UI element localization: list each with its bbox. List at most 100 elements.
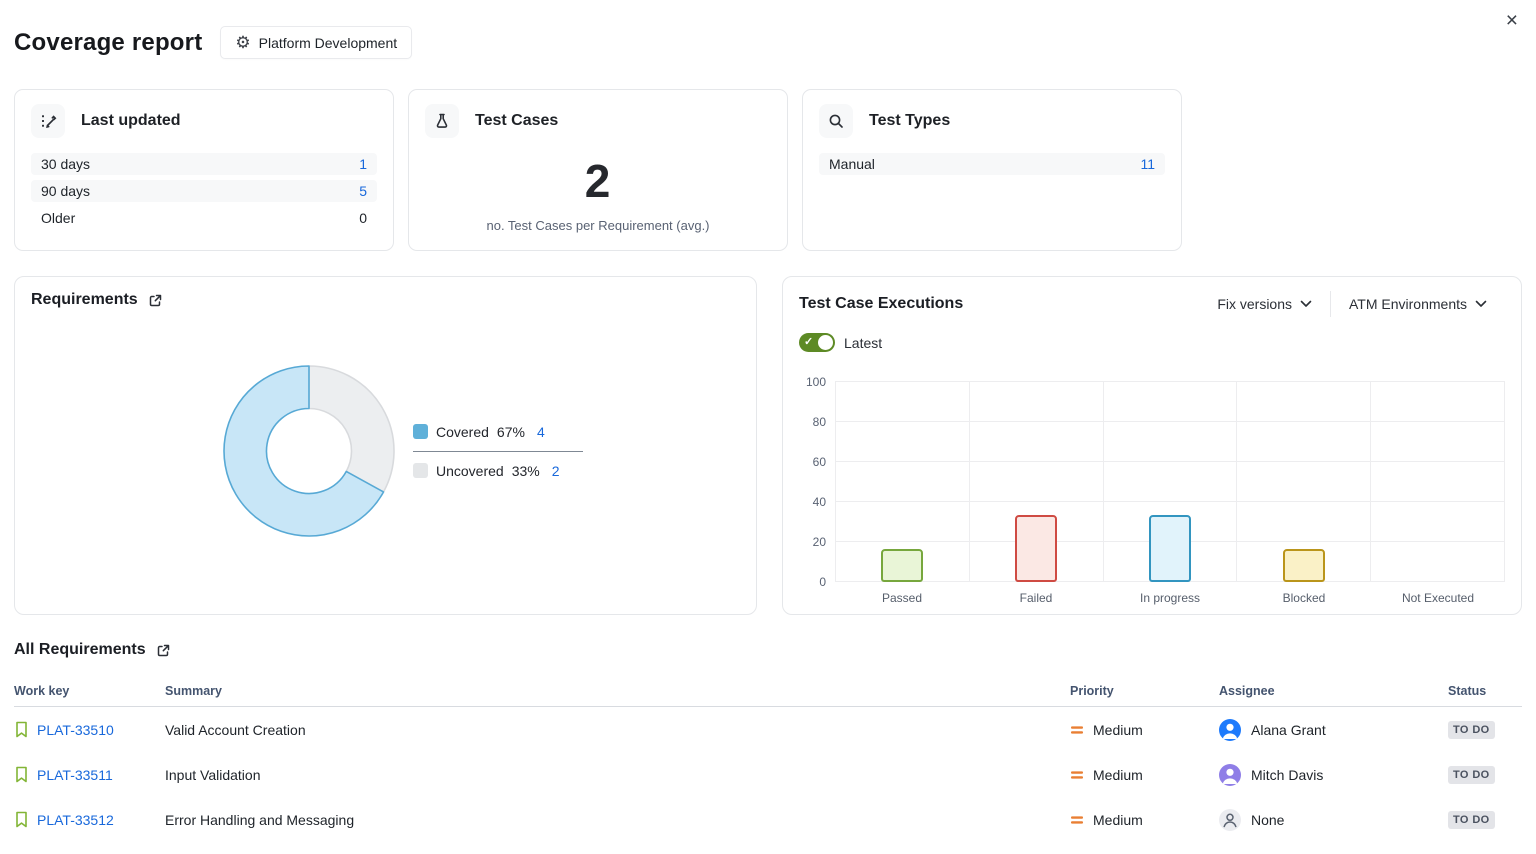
gridline xyxy=(835,421,1505,422)
column-header-status: Status xyxy=(1448,683,1487,698)
covered-swatch xyxy=(413,424,428,439)
all-requirements-title: All Requirements xyxy=(14,641,146,658)
x-tick-label: Failed xyxy=(1019,591,1053,605)
priority-medium-icon xyxy=(1071,770,1083,779)
donut-slice[interactable] xyxy=(308,365,395,493)
atm-environments-dropdown[interactable]: ATM Environments xyxy=(1331,292,1505,316)
test-case-executions-panel: Test Case Executions Fix versions ATM En… xyxy=(782,276,1522,615)
y-tick-label: 40 xyxy=(812,495,826,509)
stats-row: Last updated 30 days 1 90 days 5 Older 0 xyxy=(14,89,1522,251)
all-requirements-external-link-icon[interactable] xyxy=(156,643,171,658)
project-selector-label: Platform Development xyxy=(258,34,398,51)
all-requirements-section: All Requirements Work key Summary Priori… xyxy=(14,641,1522,842)
bookmark-icon xyxy=(16,766,27,783)
executions-filters: Fix versions ATM Environments xyxy=(1199,291,1505,317)
column-in-progress xyxy=(1102,382,1237,582)
bar-passed[interactable] xyxy=(881,548,924,582)
bookmark-icon xyxy=(16,811,27,828)
legend-item-uncovered: Uncovered 33% 2 xyxy=(413,463,583,479)
avatar xyxy=(1219,718,1241,741)
requirements-external-link-icon[interactable] xyxy=(148,293,163,308)
test-cases-card-header: Test Cases xyxy=(425,104,771,138)
status-badge: TO DO xyxy=(1448,766,1495,784)
last-updated-rows: 30 days 1 90 days 5 Older 0 xyxy=(31,153,377,229)
table-row[interactable]: PLAT-33512 Error Handling and Messaging … xyxy=(14,797,1522,842)
bar-blocked[interactable] xyxy=(1282,548,1325,582)
uncovered-label: Uncovered xyxy=(436,462,504,479)
priority-cell: Medium xyxy=(1093,766,1143,783)
work-key-link[interactable]: PLAT-33511 xyxy=(37,766,113,783)
y-tick-label: 20 xyxy=(812,535,826,549)
donut-slice[interactable] xyxy=(223,365,385,537)
all-requirements-header: All Requirements xyxy=(14,641,1522,659)
executions-x-labels: Passed Failed In progress Blocked Not Execut… xyxy=(835,591,1505,605)
toggle-knob xyxy=(818,335,833,350)
latest-toggle[interactable]: ✓ xyxy=(799,333,835,352)
priority-medium-icon xyxy=(1071,815,1083,824)
close-icon[interactable]: × xyxy=(1505,9,1518,32)
covered-count-link[interactable]: 4 xyxy=(536,423,545,440)
row-label: Manual xyxy=(829,156,875,172)
row-label: 90 days xyxy=(41,183,91,199)
avatar xyxy=(1219,763,1241,786)
covered-label: Covered xyxy=(436,423,489,440)
work-key-link[interactable]: PLAT-33510 xyxy=(37,721,114,738)
table-header-row: Work key Summary Priority Assignee Statu… xyxy=(14,675,1522,707)
table-row[interactable]: PLAT-33511 Input Validation Medium Mitch… xyxy=(14,752,1522,797)
test-types-rows: Manual 11 xyxy=(819,153,1165,175)
search-icon xyxy=(819,104,853,138)
row-label: 30 days xyxy=(41,156,91,172)
page-title: Coverage report xyxy=(14,28,203,56)
coverage-donut-svg xyxy=(223,365,395,537)
covered-percent: 67% xyxy=(496,423,525,440)
executions-y-axis: 0 20 40 60 80 100 xyxy=(799,375,835,589)
bookmark-icon xyxy=(16,721,27,738)
fix-versions-dropdown[interactable]: Fix versions xyxy=(1199,292,1330,316)
y-tick-label: 80 xyxy=(812,415,826,429)
coverage-legend: Covered 67% 4 Uncovered 33% 2 xyxy=(413,424,583,479)
bar-in-progress[interactable] xyxy=(1148,515,1191,582)
x-tick-label: Blocked xyxy=(1282,591,1326,605)
last-updated-title: Last updated xyxy=(81,112,181,129)
x-tick-label: Passed xyxy=(881,591,923,605)
project-selector-button[interactable]: ⚙ Platform Development xyxy=(220,26,413,59)
test-cases-title: Test Cases xyxy=(475,112,559,129)
test-cases-card: Test Cases 2 no. Test Cases per Requirem… xyxy=(408,89,788,251)
uncovered-count-link[interactable]: 2 xyxy=(551,462,560,479)
row-label: Older xyxy=(41,210,76,226)
x-tick-label: Not Executed xyxy=(1401,591,1475,605)
coverage-donut[interactable] xyxy=(221,363,397,539)
legend-divider xyxy=(413,450,583,452)
executions-chart: 0 20 40 60 80 100 Passed Failed In progress Bloc… xyxy=(799,375,1505,605)
assignee-cell: Alana Grant xyxy=(1251,721,1326,738)
executions-title: Test Case Executions xyxy=(799,295,964,312)
y-tick-label: 100 xyxy=(805,375,826,389)
last-updated-row-90-days: 90 days 5 xyxy=(31,180,377,202)
y-tick-label: 0 xyxy=(819,575,826,589)
last-updated-card: Last updated 30 days 1 90 days 5 Older 0 xyxy=(14,89,394,251)
executions-plot xyxy=(835,381,1505,582)
row-count-link[interactable]: 5 xyxy=(359,183,367,199)
column-blocked xyxy=(1236,382,1370,582)
requirements-panel-header: Requirements xyxy=(31,291,740,309)
column-header-priority: Priority xyxy=(1070,683,1114,698)
row-count-link[interactable]: 11 xyxy=(1140,156,1155,172)
bar-failed[interactable] xyxy=(1015,515,1058,582)
row-count-link[interactable]: 1 xyxy=(359,156,367,172)
x-tick-label: In progress xyxy=(1139,591,1201,605)
requirements-chart-area: Covered 67% 4 Uncovered 33% 2 xyxy=(221,363,740,539)
test-types-title: Test Types xyxy=(869,112,951,129)
edit-list-icon xyxy=(31,104,65,138)
uncovered-swatch xyxy=(413,463,428,478)
summary-cell: Valid Account Creation xyxy=(165,721,306,738)
last-updated-row-older: Older 0 xyxy=(31,207,377,229)
table-row[interactable]: PLAT-33510 Valid Account Creation Medium… xyxy=(14,707,1522,752)
status-badge: TO DO xyxy=(1448,811,1495,829)
work-key-link[interactable]: PLAT-33512 xyxy=(37,811,114,828)
gear-icon: ⚙ xyxy=(235,33,251,52)
executions-panel-header: Test Case Executions Fix versions ATM En… xyxy=(799,291,1505,317)
last-updated-row-30-days: 30 days 1 xyxy=(31,153,377,175)
plot-columns xyxy=(835,382,1505,582)
assignee-cell: None xyxy=(1251,811,1285,828)
legend-item-covered: Covered 67% 4 xyxy=(413,424,583,440)
